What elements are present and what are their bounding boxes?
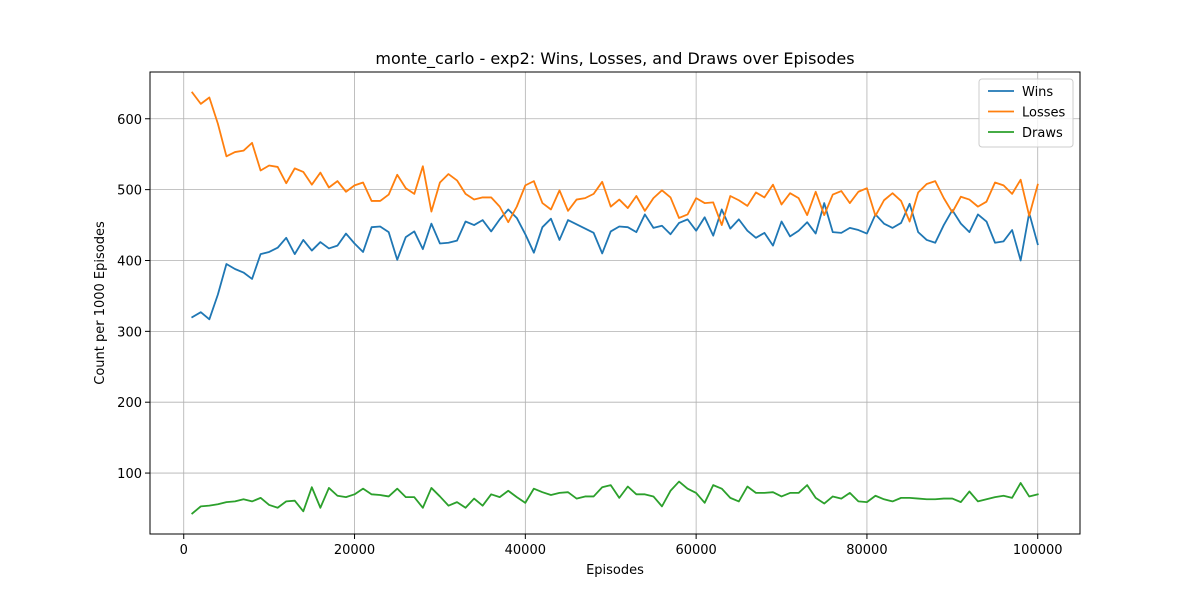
y-tick-label: 600 [117, 113, 142, 128]
x-tick-label: 20000 [334, 543, 375, 558]
legend: Wins Losses Draws [978, 78, 1074, 148]
x-tick-label: 60000 [675, 543, 716, 558]
series-lines [191, 91, 1039, 515]
legend-label-draws: Draws [1022, 126, 1063, 141]
x-axis-label: Episodes [586, 563, 644, 578]
legend-label-losses: Losses [1022, 106, 1066, 121]
y-tick-label: 400 [117, 254, 142, 269]
grid-lines [150, 72, 1080, 534]
series-line-wins [191, 202, 1039, 321]
y-tick-label: 100 [117, 467, 142, 482]
legend-label-wins: Wins [1022, 85, 1053, 100]
chart-title: monte_carlo - exp2: Wins, Losses, and Dr… [375, 49, 854, 69]
x-tick-label: 0 [180, 543, 188, 558]
series-line-losses [191, 91, 1039, 226]
y-axis-ticks: 100 200 300 400 500 600 [117, 113, 150, 482]
legend-box [978, 78, 1074, 148]
x-tick-label: 40000 [505, 543, 546, 558]
y-tick-label: 200 [117, 396, 142, 411]
series-line-draws [191, 480, 1039, 515]
x-tick-label: 80000 [846, 543, 887, 558]
y-tick-label: 300 [117, 325, 142, 340]
y-tick-label: 500 [117, 184, 142, 199]
x-tick-label: 100000 [1013, 543, 1063, 558]
y-axis-label: Count per 1000 Episodes [93, 221, 108, 385]
plot-area-frame [149, 71, 1081, 535]
x-axis-ticks: 0 20000 40000 60000 80000 100000 [180, 534, 1063, 558]
